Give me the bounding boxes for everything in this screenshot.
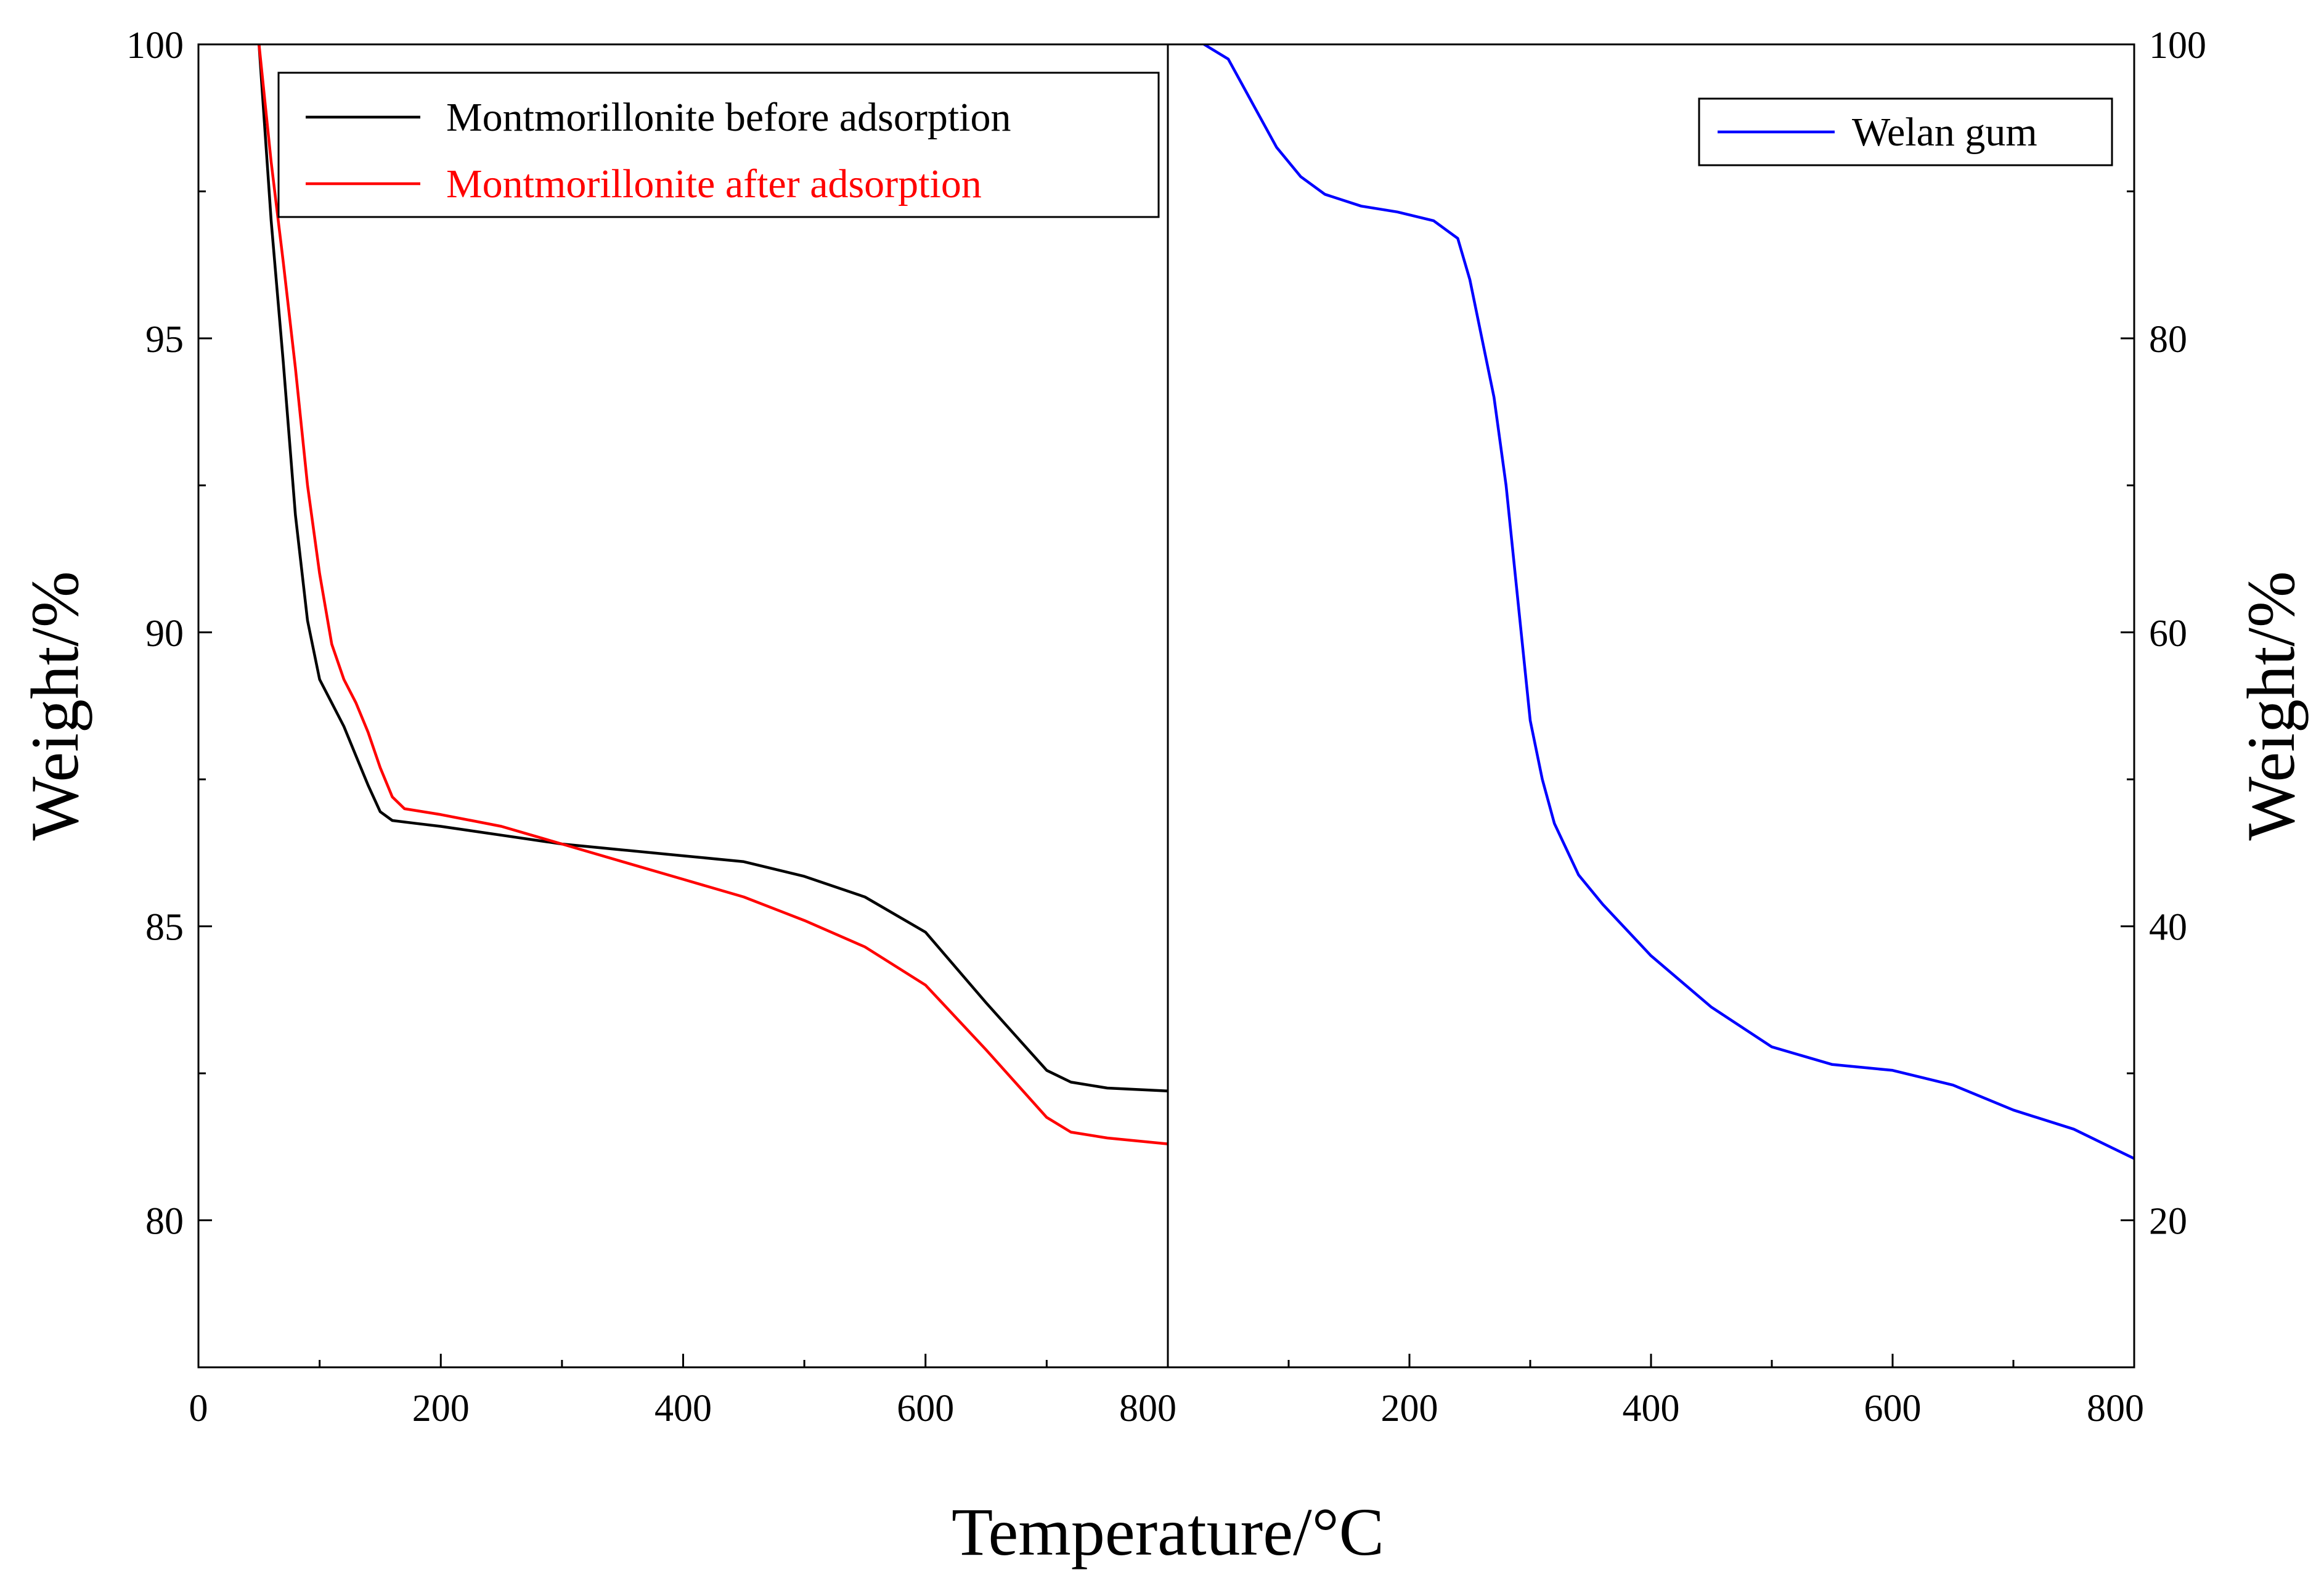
right-y-axis-title: Weight/% [2233, 571, 2309, 840]
right-panel-y-tick-label: 40 [2149, 907, 2187, 949]
left-y-axis-title: Weight/% [17, 571, 92, 840]
left-panel-y-tick-label: 95 [145, 319, 184, 361]
right-panel-x-tick-label: 800 [2087, 1388, 2144, 1430]
left-panel-y-tick-label: 80 [145, 1201, 184, 1243]
series-line-welan-gum [1202, 44, 2134, 1160]
right-panel-y-tick-label: 100 [2149, 25, 2206, 67]
right-panel-x-tick-label: 600 [1864, 1388, 1922, 1430]
left-panel-x-tick-label: 600 [897, 1388, 954, 1430]
left-panel-y-tick-label: 100 [126, 25, 184, 67]
legend-label: Montmorillonite after adsorption [446, 162, 982, 207]
left-panel-x-tick-label: 200 [412, 1388, 470, 1430]
x-axis-title: Temperature/°C [952, 1494, 1384, 1570]
legend-box-left [277, 72, 1160, 218]
left-panel-x-tick-label: 0 [189, 1388, 208, 1430]
left-panel-x-tick-label: 400 [654, 1388, 712, 1430]
legend-label: Montmorillonite before adsorption [446, 95, 1011, 140]
legend-label: Welan gum [1852, 110, 2037, 155]
right-panel-y-tick-label: 60 [2149, 613, 2187, 655]
series-line-montmorillonite-after-adsorption [258, 44, 1168, 1145]
left-panel-y-tick-label: 90 [145, 613, 184, 655]
right-panel-y-tick-label: 20 [2149, 1201, 2187, 1243]
right-panel-y-tick-label: 80 [2149, 319, 2187, 361]
right-panel-x-tick-label: 400 [1623, 1388, 1680, 1430]
plot-frame [197, 43, 2135, 1369]
left-panel-y-tick-label: 85 [145, 907, 184, 949]
series-line-montmorillonite-before-adsorption [258, 44, 1168, 1092]
right-panel-x-tick-label: 200 [1381, 1388, 1438, 1430]
left-panel-x-tick-label: 800 [1119, 1388, 1176, 1430]
